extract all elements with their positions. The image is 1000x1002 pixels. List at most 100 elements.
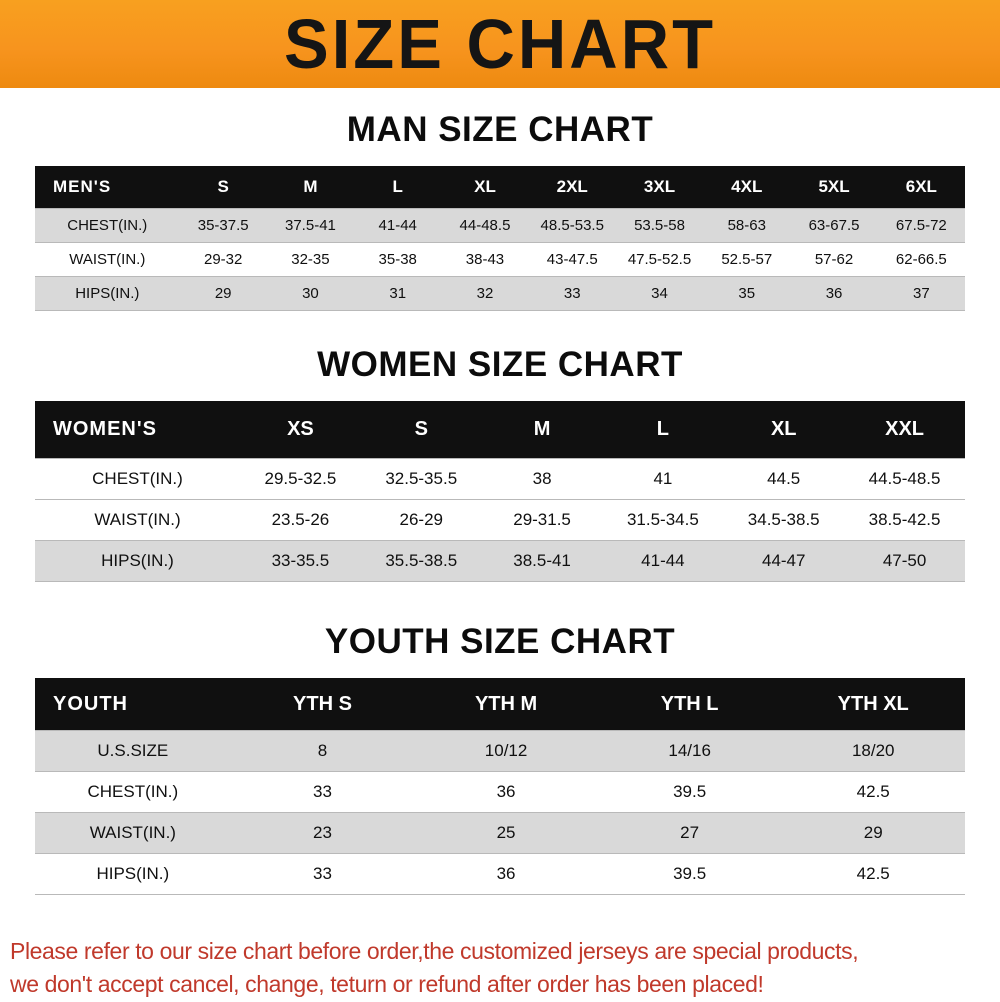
size-value: 10/12 [414, 730, 598, 772]
column-header: YTH XL [781, 678, 965, 731]
footer-note: Please refer to our size chart before or… [0, 929, 1000, 1002]
table-row: WAIST(IN.) 29-32 32-35 35-38 38-43 43-47.5 47.… [35, 242, 965, 277]
table-row: WAIST(IN.) 23 25 27 29 [35, 812, 965, 854]
size-table: YOUTH YTH S YTH M YTH L YTH XL U.S.SIZE 8 10/12… [35, 678, 965, 895]
size-table: WOMEN'S XS S M L XL XXL CHEST(IN.) 29.5-32.5 32.5… [35, 401, 965, 582]
table-corner-label: MEN'S [35, 166, 180, 209]
column-header: 4XL [703, 166, 791, 209]
size-section-2: YOUTH SIZE CHART YOUTH YTH S YTH M YTH L YTH … [0, 622, 1000, 895]
row-label: CHEST(IN.) [35, 458, 240, 500]
size-value: 33 [230, 853, 415, 895]
table-row: CHEST(IN.) 35-37.5 37.5-41 41-44 44-48.5 48.5… [35, 208, 965, 243]
size-value: 27 [597, 812, 782, 854]
size-value: 58-63 [703, 208, 791, 243]
row-label: WAIST(IN.) [35, 242, 180, 277]
size-value: 31.5-34.5 [602, 499, 724, 541]
column-header: XL [441, 166, 529, 209]
row-label: HIPS(IN.) [35, 540, 240, 582]
size-value: 62-66.5 [877, 242, 965, 277]
size-value: 52.5-57 [703, 242, 791, 277]
column-header: 5XL [790, 166, 878, 209]
size-value: 26-29 [360, 499, 482, 541]
size-value: 18/20 [781, 730, 965, 772]
table-row: CHEST(IN.) 29.5-32.5 32.5-35.5 38 41 44.5 44.5… [35, 458, 965, 500]
size-value: 42.5 [781, 771, 965, 813]
size-value: 29 [179, 276, 267, 311]
row-label: CHEST(IN.) [35, 771, 231, 813]
size-value: 38.5-41 [481, 540, 603, 582]
sections: MAN SIZE CHART MEN'S S M L XL 2XL 3XL 4XL 5XL 6XL C… [0, 110, 1000, 895]
size-value: 23 [230, 812, 415, 854]
size-value: 25 [414, 812, 598, 854]
size-value: 63-67.5 [790, 208, 878, 243]
size-value: 47-50 [844, 540, 965, 582]
size-value: 37.5-41 [266, 208, 355, 243]
column-header: M [481, 401, 603, 459]
table-row: HIPS(IN.) 29 30 31 32 33 34 35 36 37 [35, 276, 965, 311]
table-corner-label: WOMEN'S [35, 401, 240, 459]
size-value: 29-32 [179, 242, 267, 277]
size-value: 38.5-42.5 [844, 499, 965, 541]
column-header: XL [723, 401, 845, 459]
size-section-1: WOMEN SIZE CHART WOMEN'S XS S M L XL XXL CHEST(I… [0, 345, 1000, 582]
size-value: 35-37.5 [179, 208, 267, 243]
size-value: 67.5-72 [877, 208, 965, 243]
column-header: S [360, 401, 482, 459]
size-value: 53.5-58 [615, 208, 704, 243]
size-value: 23.5-26 [240, 499, 361, 541]
column-header: 3XL [615, 166, 704, 209]
row-label: U.S.SIZE [35, 730, 231, 772]
page-title: SIZE CHART [284, 5, 716, 84]
size-value: 57-62 [790, 242, 878, 277]
size-value: 37 [877, 276, 965, 311]
table-corner-label: YOUTH [35, 678, 231, 731]
size-value: 33-35.5 [240, 540, 361, 582]
size-value: 34 [615, 276, 704, 311]
section-heading: MAN SIZE CHART [346, 110, 654, 149]
size-value: 29.5-32.5 [240, 458, 361, 500]
size-value: 32.5-35.5 [360, 458, 482, 500]
size-value: 36 [414, 853, 598, 895]
table-row: CHEST(IN.) 33 36 39.5 42.5 [35, 771, 965, 813]
size-value: 33 [230, 771, 415, 813]
size-value: 39.5 [597, 853, 782, 895]
section-heading: YOUTH SIZE CHART [324, 622, 676, 661]
size-value: 39.5 [597, 771, 782, 813]
size-value: 36 [790, 276, 878, 311]
footer-line-1: Please refer to our size chart before or… [10, 938, 859, 964]
size-value: 44-48.5 [441, 208, 529, 243]
size-value: 47.5-52.5 [615, 242, 704, 277]
column-header: YTH S [230, 678, 415, 731]
table-row: HIPS(IN.) 33 36 39.5 42.5 [35, 853, 965, 895]
row-label: CHEST(IN.) [35, 208, 180, 243]
row-label: HIPS(IN.) [35, 276, 180, 311]
size-value: 42.5 [781, 853, 965, 895]
column-header: XS [240, 401, 361, 459]
size-value: 32-35 [266, 242, 355, 277]
table-row: WAIST(IN.) 23.5-26 26-29 29-31.5 31.5-34.5 34… [35, 499, 965, 541]
size-value: 41-44 [602, 540, 724, 582]
size-value: 35-38 [354, 242, 442, 277]
column-header: YTH M [414, 678, 598, 731]
size-value: 36 [414, 771, 598, 813]
table-row: HIPS(IN.) 33-35.5 35.5-38.5 38.5-41 41-44 44-… [35, 540, 965, 582]
row-label: WAIST(IN.) [35, 812, 231, 854]
size-value: 35 [703, 276, 791, 311]
size-value: 43-47.5 [528, 242, 616, 277]
column-header: M [266, 166, 355, 209]
column-header: L [602, 401, 724, 459]
banner: SIZE CHART [0, 0, 1000, 88]
column-header: S [179, 166, 267, 209]
size-value: 30 [266, 276, 355, 311]
size-value: 33 [528, 276, 616, 311]
size-value: 48.5-53.5 [528, 208, 616, 243]
size-value: 29-31.5 [481, 499, 603, 541]
size-value: 34.5-38.5 [723, 499, 845, 541]
size-value: 38-43 [441, 242, 529, 277]
table-row: U.S.SIZE 8 10/12 14/16 18/20 [35, 730, 965, 772]
size-section-0: MAN SIZE CHART MEN'S S M L XL 2XL 3XL 4XL 5XL 6XL C… [0, 110, 1000, 311]
size-value: 41 [602, 458, 724, 500]
size-value: 44.5 [723, 458, 845, 500]
footer-line-2: we don't accept cancel, change, teturn o… [10, 971, 764, 998]
size-value: 44.5-48.5 [844, 458, 965, 500]
